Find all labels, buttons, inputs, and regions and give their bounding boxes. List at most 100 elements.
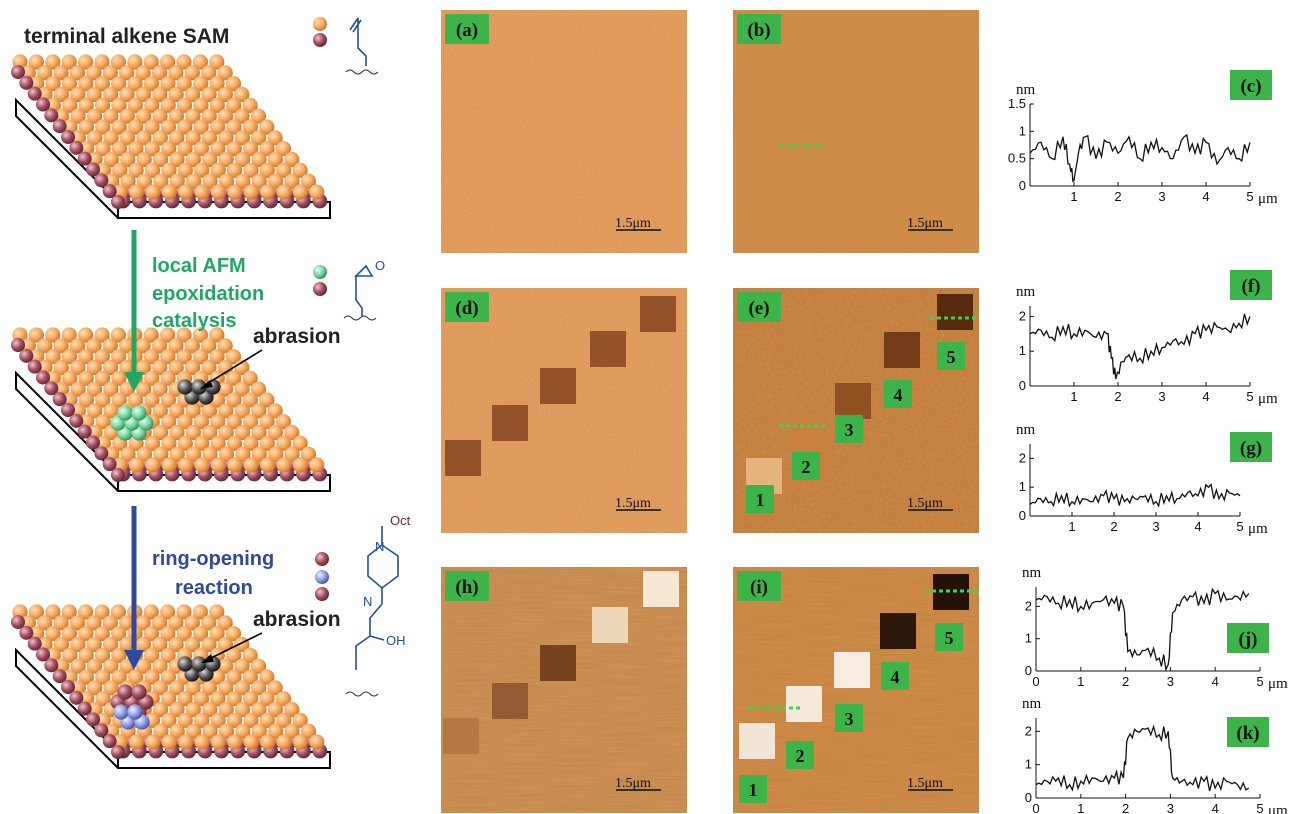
plot-label: (k) xyxy=(1236,723,1259,744)
sam-sphere xyxy=(160,349,176,365)
sam-sphere xyxy=(112,162,128,178)
sam-sphere xyxy=(276,184,292,200)
sam-sphere xyxy=(161,712,177,728)
y-tick-label: 2 xyxy=(1025,598,1032,613)
sam-sphere xyxy=(259,414,275,430)
sam-sphere xyxy=(169,130,185,146)
sam-sphere xyxy=(160,669,176,685)
sam-sphere xyxy=(78,97,94,113)
sam-sphere xyxy=(119,130,136,146)
sam-sphere xyxy=(259,691,275,707)
y-tick-label: 2 xyxy=(1019,450,1026,465)
patterned-square xyxy=(643,571,679,607)
sam-sphere xyxy=(86,359,102,376)
sam-sphere xyxy=(111,349,127,365)
plot-label: (j) xyxy=(1239,629,1258,650)
sam-sphere xyxy=(251,723,267,739)
sam-sphere xyxy=(243,734,259,750)
y-tick-label: 1 xyxy=(1019,343,1026,358)
sam-sphere xyxy=(260,734,276,750)
abrasion-pointer-1 xyxy=(204,349,263,386)
piperazine-molecule-icon xyxy=(345,526,399,697)
x-tick-label: 3 xyxy=(1158,389,1165,404)
y-tick-label: 2 xyxy=(1025,723,1032,738)
sam-sphere xyxy=(152,636,168,653)
sam-sphere xyxy=(69,65,86,81)
sam-sphere xyxy=(243,435,259,451)
profile-plot-f: 0 1 2 1 2 3 4 5 nm μm (f) xyxy=(1016,270,1278,407)
sam-sphere xyxy=(201,636,217,653)
profile-series-line xyxy=(1029,483,1241,508)
sam-sphere xyxy=(144,162,161,178)
scale-bar-label: 1.5μm xyxy=(615,776,651,791)
sam-sphere xyxy=(86,615,102,631)
x-unit-label: μm xyxy=(1268,803,1288,814)
sam-sphere xyxy=(136,658,152,674)
afm-panel-e: (e) 1.5μm 1 2 3 4 5 xyxy=(733,288,979,533)
abrasion-arrowhead-2 xyxy=(201,654,214,663)
sam-sphere xyxy=(78,604,94,620)
plot-label: (f) xyxy=(1242,276,1261,297)
sam-sphere xyxy=(128,119,144,135)
sam-sphere xyxy=(292,712,308,728)
height-profiles: 0 0.5 1 1.5 1 2 3 4 5 nm μm (c) 0 1 2 1 2 3 4 5 nm μm (f) 0 1 2 1 2… xyxy=(1008,70,1288,814)
sam-sphere xyxy=(136,446,153,462)
sam-sphere xyxy=(78,626,94,642)
square-marker xyxy=(935,623,963,651)
sam-sphere xyxy=(94,327,110,343)
sam-sphere xyxy=(144,119,160,135)
sam-sphere xyxy=(111,647,127,663)
profile-series-line xyxy=(1035,587,1250,672)
sam-sphere xyxy=(28,327,44,343)
y-tick-label: 0 xyxy=(1019,378,1026,393)
sam-sphere xyxy=(235,151,251,168)
alkene-molecule-icon xyxy=(345,17,379,75)
sam-sphere xyxy=(53,636,69,653)
sam-sphere xyxy=(260,457,276,473)
sam-sphere xyxy=(242,392,258,408)
sam-sphere xyxy=(185,636,201,653)
sam-sphere xyxy=(144,97,160,113)
sam-sphere xyxy=(259,162,275,178)
sam-sphere xyxy=(177,691,193,707)
sam-sphere xyxy=(227,457,243,473)
sam-sphere xyxy=(144,669,160,685)
sam-sphere xyxy=(309,734,325,750)
sam-sphere xyxy=(103,151,119,168)
panel-label: (e) xyxy=(748,298,769,319)
panel-label-box xyxy=(737,14,781,44)
x-tick-label: 5 xyxy=(1246,389,1253,404)
sam-surface-3 xyxy=(11,604,331,769)
piperazine-sphere xyxy=(127,704,143,720)
sam-sphere xyxy=(168,636,184,653)
sam-sphere xyxy=(201,130,218,146)
square-marker-label: 3 xyxy=(845,709,854,729)
sam-sphere xyxy=(284,446,300,462)
sam-sphere xyxy=(226,392,242,408)
sam-sphere xyxy=(160,97,176,113)
profile-series-line xyxy=(1029,313,1251,380)
sam-sphere xyxy=(45,327,61,343)
sam-sphere xyxy=(177,712,193,728)
sam-sphere xyxy=(168,615,184,631)
sam-sphere xyxy=(143,76,160,92)
x-tick-label: 3 xyxy=(1152,519,1159,534)
sam-sphere xyxy=(45,604,61,620)
sam-sphere xyxy=(111,97,127,113)
sam-sphere xyxy=(251,173,267,189)
sam-sphere xyxy=(267,424,283,441)
sam-sphere xyxy=(103,658,119,674)
patterned-square xyxy=(640,296,676,332)
sam-sphere xyxy=(178,184,194,200)
sam-sphere xyxy=(177,162,193,178)
plot-label-box xyxy=(1230,270,1272,300)
abraded-sphere xyxy=(191,656,207,672)
square-marker-label: 5 xyxy=(945,628,954,648)
sam-sphere xyxy=(217,338,233,354)
sam-sphere xyxy=(119,108,135,124)
sam-sphere xyxy=(161,734,177,750)
sam-sphere xyxy=(152,680,168,696)
sam-sphere xyxy=(111,669,127,685)
sam-sphere xyxy=(103,636,119,653)
profile-series-line xyxy=(1029,133,1251,183)
